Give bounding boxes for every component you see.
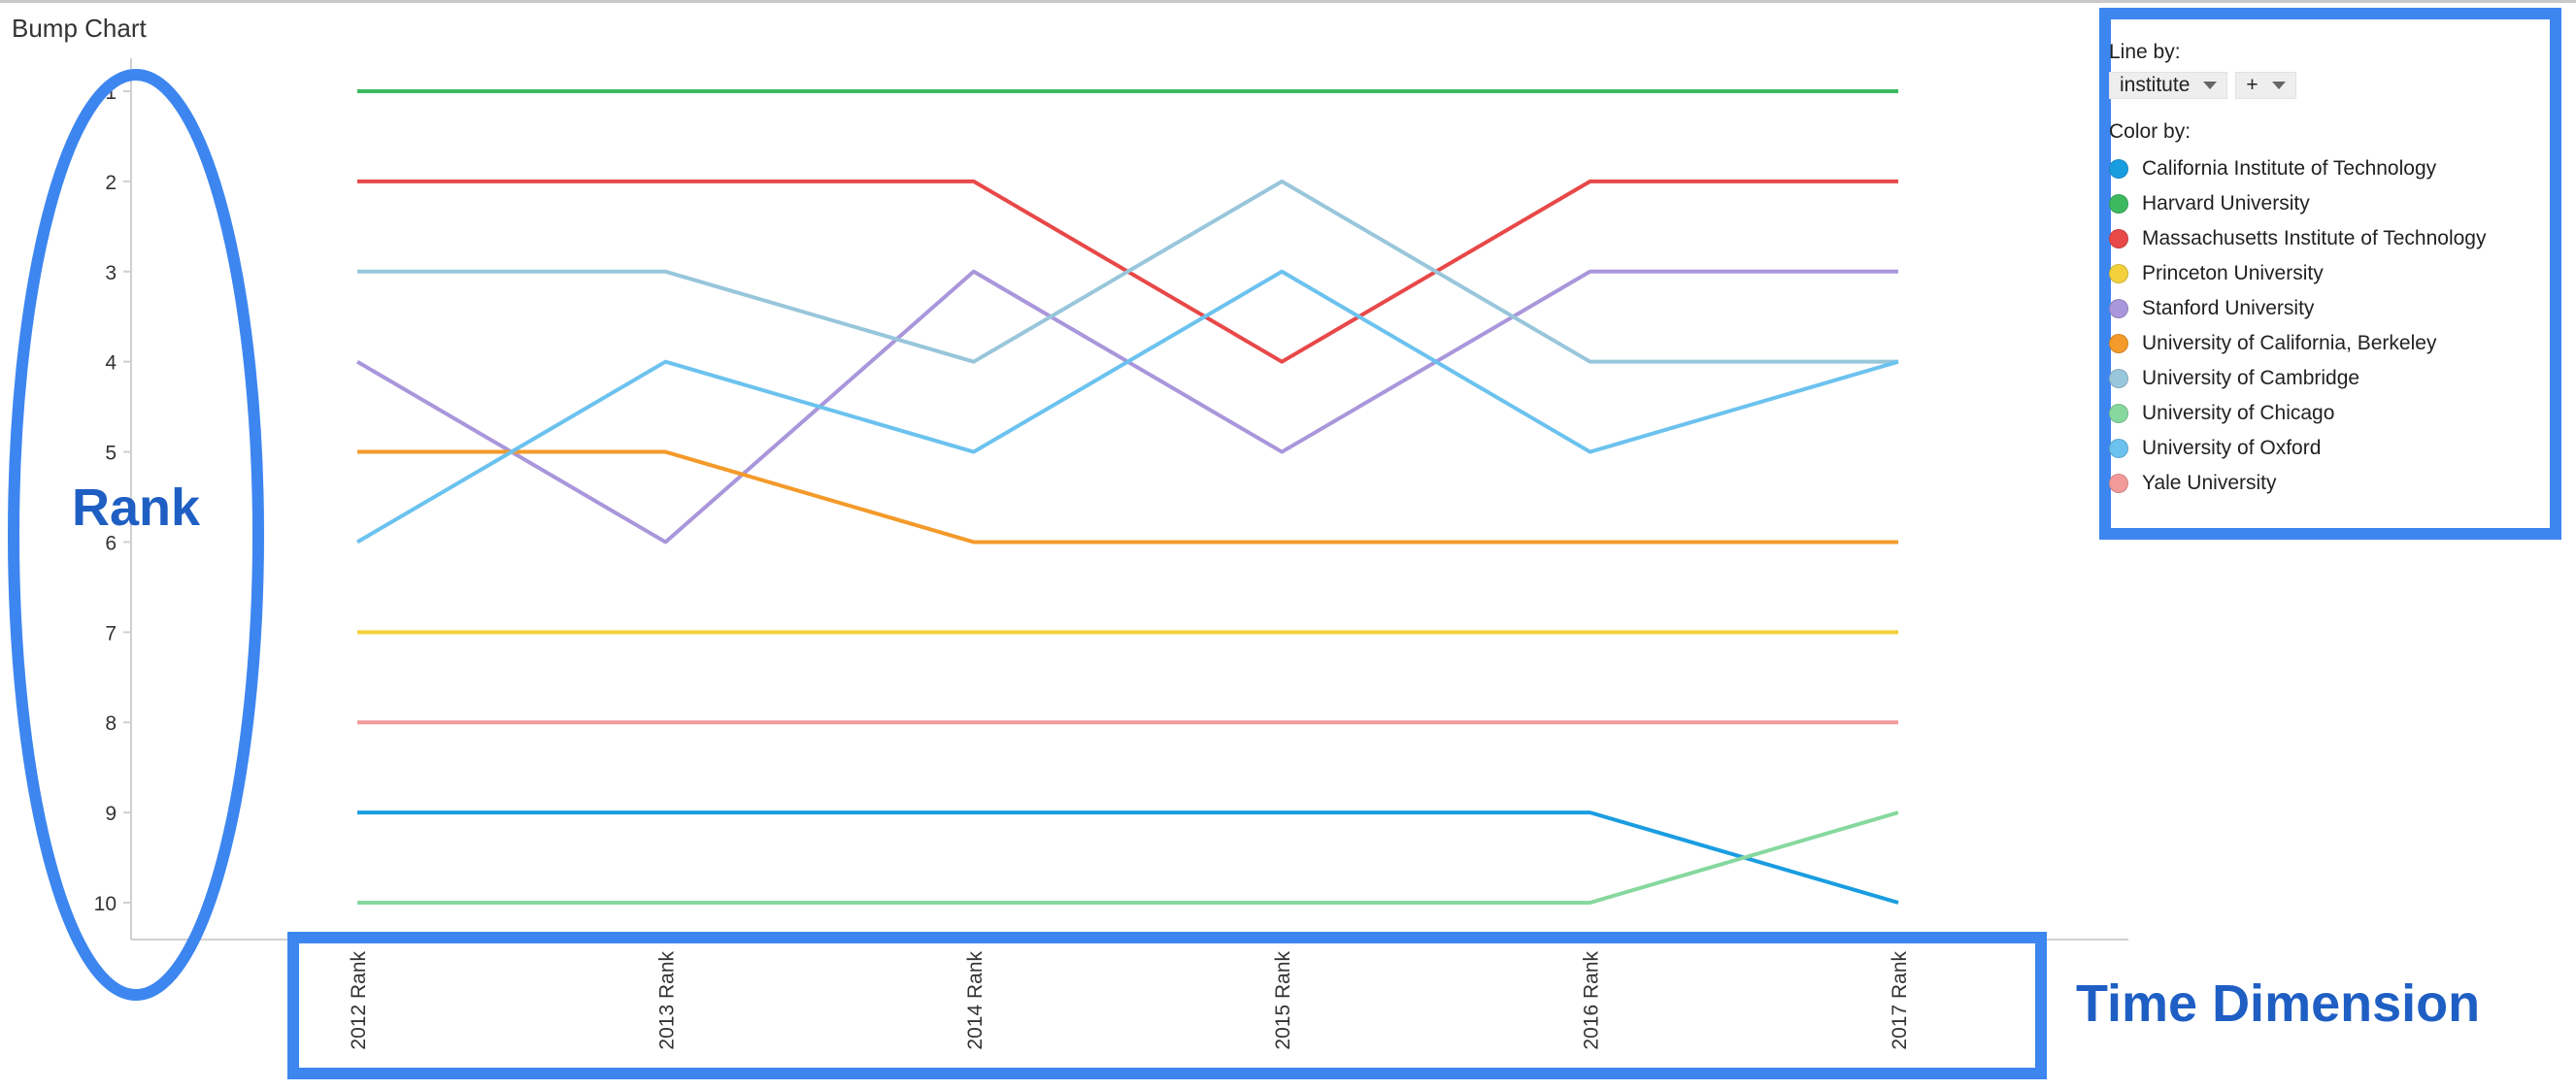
top-divider: [0, 0, 2576, 3]
legend-item[interactable]: Yale University: [2109, 466, 2565, 501]
x-tick-label: 2016 Rank: [1581, 951, 1603, 1050]
x-tick-label: 2015 Rank: [1272, 951, 1294, 1050]
legend-swatch: [2109, 474, 2128, 493]
legend-swatch: [2109, 369, 2128, 388]
legend-item[interactable]: University of Cambridge: [2109, 361, 2565, 396]
y-tick-label: 9: [105, 803, 117, 825]
series-line[interactable]: [355, 269, 1899, 545]
line-by-dropdown[interactable]: institute: [2109, 72, 2228, 99]
x-tick-label: 2014 Rank: [964, 951, 987, 1050]
series-line[interactable]: [357, 179, 1898, 364]
y-tick-label: 6: [105, 532, 117, 554]
legend-label: University of Cambridge: [2142, 367, 2360, 389]
x-tick-label: 2012 Rank: [348, 951, 370, 1050]
legend-swatch: [2109, 194, 2128, 214]
series-line[interactable]: [357, 810, 1899, 905]
legend-highlight-box: [2099, 8, 2561, 540]
add-line-by-dropdown[interactable]: +: [2235, 72, 2296, 99]
legend-item[interactable]: Massachusetts Institute of Technology: [2109, 221, 2565, 256]
legend-item[interactable]: University of California, Berkeley: [2109, 326, 2565, 361]
legend-swatch: [2109, 439, 2128, 458]
y-tick-label: 2: [105, 172, 117, 194]
legend-item[interactable]: Harvard University: [2109, 186, 2565, 221]
legend-list: California Institute of Technology Harvar…: [2109, 151, 2565, 501]
y-tick-label: 5: [105, 443, 117, 465]
legend-item[interactable]: Princeton University: [2109, 256, 2565, 291]
y-tick-label: 10: [94, 893, 117, 915]
legend-item[interactable]: University of Oxford: [2109, 431, 2565, 466]
y-tick-label: 1: [105, 82, 117, 104]
legend-item[interactable]: University of Chicago: [2109, 396, 2565, 431]
legend-label: University of Chicago: [2142, 402, 2335, 424]
y-tick-label: 3: [105, 262, 117, 284]
legend-swatch: [2109, 159, 2128, 179]
legend-label: California Institute of Technology: [2142, 157, 2437, 180]
legend-label: University of California, Berkeley: [2142, 332, 2437, 354]
rank-annotation: Rank: [72, 479, 201, 537]
legend-swatch: [2109, 264, 2128, 283]
legend-label: Massachusetts Institute of Technology: [2142, 227, 2487, 249]
legend-swatch: [2109, 334, 2128, 353]
legend-item[interactable]: California Institute of Technology: [2109, 151, 2565, 186]
legend-label: Yale University: [2142, 472, 2277, 494]
chart-title: Bump Chart: [12, 14, 147, 43]
series-line[interactable]: [357, 449, 1898, 545]
series-lines: [355, 89, 1899, 905]
legend-panel: Line by: institute + Color by: Californi…: [2109, 41, 2565, 501]
x-tick-label: 2017 Rank: [1889, 951, 1911, 1050]
legend-item[interactable]: Stanford University: [2109, 291, 2565, 326]
line-by-controls: institute +: [2109, 72, 2565, 99]
legend-swatch: [2109, 299, 2128, 318]
line-by-value: institute: [2120, 74, 2191, 96]
y-tick-label: 8: [105, 712, 117, 735]
legend-label: Stanford University: [2142, 297, 2315, 319]
legend-label: University of Oxford: [2142, 437, 2322, 459]
legend-swatch: [2109, 229, 2128, 248]
x-tick-label: 2013 Rank: [655, 951, 678, 1050]
time-dimension-annotation: Time Dimension: [2076, 974, 2481, 1033]
line-by-label: Line by:: [2109, 41, 2181, 63]
y-tick-label: 7: [105, 622, 117, 644]
legend-label: Harvard University: [2142, 192, 2310, 215]
annotation-shapes: [8, 8, 2561, 1079]
chevron-down-icon: [2271, 82, 2286, 89]
time-dimension-highlight-box: [287, 932, 2047, 1079]
plus-label: +: [2246, 74, 2258, 96]
series-line[interactable]: [357, 810, 1899, 905]
y-tick-label: 4: [105, 352, 117, 375]
chevron-down-icon: [2203, 82, 2218, 89]
color-by-label: Color by:: [2109, 120, 2191, 143]
legend-swatch: [2109, 404, 2128, 423]
rank-highlight-ellipse: [8, 69, 264, 1001]
legend-label: Princeton University: [2142, 262, 2324, 284]
